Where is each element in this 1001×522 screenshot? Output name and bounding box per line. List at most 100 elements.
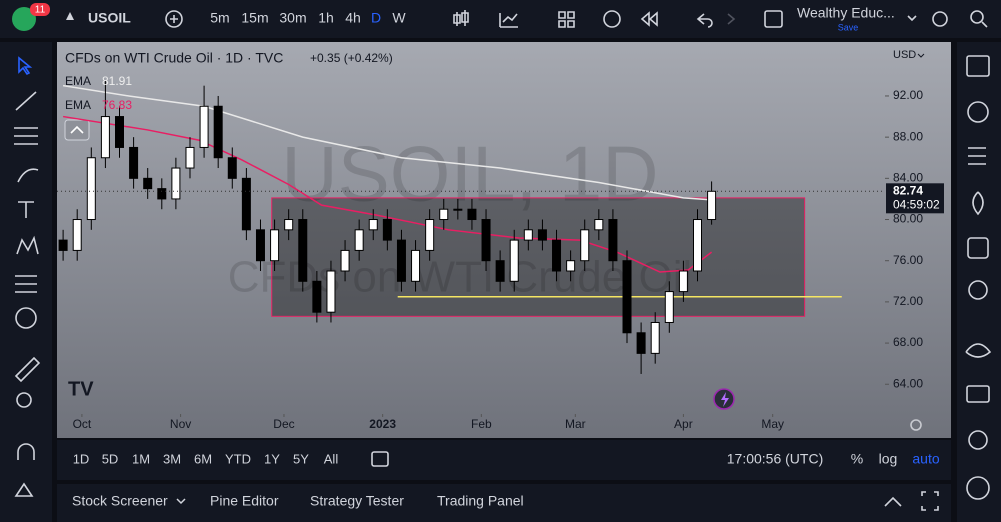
- scale-option[interactable]: log: [879, 451, 898, 467]
- calendar-icon[interactable]: [967, 237, 989, 259]
- left-toolbar: [0, 42, 52, 522]
- axis-settings[interactable]: [910, 419, 922, 431]
- zoom-tool[interactable]: [16, 392, 32, 408]
- trend-line-tool[interactable]: [15, 91, 37, 111]
- hotlist-icon[interactable]: [972, 191, 984, 216]
- interval[interactable]: 4h: [345, 10, 361, 26]
- candle-body: [650, 321, 660, 354]
- indicators-icon[interactable]: [499, 13, 518, 28]
- layout-icon[interactable]: [764, 10, 783, 28]
- clock[interactable]: 17:00:56 (UTC): [727, 451, 823, 467]
- interval[interactable]: 30m: [279, 10, 306, 26]
- range[interactable]: 5D: [102, 451, 119, 466]
- candle-body: [425, 219, 435, 251]
- range[interactable]: 5Y: [293, 451, 309, 466]
- candle-body: [129, 146, 139, 179]
- x-tick-label: 2023: [369, 417, 396, 431]
- interval[interactable]: 5m: [210, 10, 229, 26]
- lock-tool[interactable]: [14, 482, 34, 497]
- x-tick-label: Mar: [565, 417, 586, 431]
- save[interactable]: Save: [838, 22, 859, 32]
- watermark: USOIL, 1D: [281, 130, 658, 218]
- emoji-tool[interactable]: [15, 307, 37, 329]
- gear-icon[interactable]: [932, 11, 948, 27]
- add-symbol-icon[interactable]: [165, 10, 183, 28]
- candle-body: [171, 167, 181, 200]
- streams-icon[interactable]: [965, 343, 992, 358]
- collapse-icon[interactable]: [884, 496, 902, 507]
- layout-name[interactable]: Wealthy Educ...: [797, 5, 895, 21]
- x-tick-label: Oct: [73, 417, 92, 431]
- avatar[interactable]: [12, 7, 36, 31]
- x-tick-label: Nov: [170, 417, 191, 431]
- chart-type-icon[interactable]: [453, 10, 469, 26]
- alert-icon[interactable]: [603, 10, 621, 28]
- drop-icon: [66, 12, 74, 20]
- watchlist-icon[interactable]: [966, 55, 990, 77]
- range[interactable]: 3M: [163, 451, 181, 466]
- date-range-icon[interactable]: [371, 451, 389, 467]
- chats-icon[interactable]: [966, 385, 990, 403]
- range[interactable]: All: [324, 451, 339, 466]
- search-icon[interactable]: [970, 10, 984, 24]
- panel-tab[interactable]: Strategy Tester: [310, 493, 404, 509]
- scale-option[interactable]: auto: [912, 451, 939, 467]
- plot: [57, 80, 885, 374]
- interval[interactable]: D: [371, 10, 381, 26]
- range[interactable]: 1D: [73, 451, 90, 466]
- legend-change: +0.35 (+0.42%): [310, 51, 393, 65]
- interval[interactable]: 1h: [318, 10, 334, 26]
- range[interactable]: 1M: [132, 451, 150, 466]
- measure-tool[interactable]: [14, 356, 41, 383]
- help-icon[interactable]: [966, 476, 990, 500]
- panel-tab[interactable]: Pine Editor: [210, 493, 279, 509]
- notifications-icon[interactable]: [968, 430, 988, 450]
- interval[interactable]: 15m: [241, 10, 268, 26]
- brush-tool[interactable]: [17, 168, 39, 183]
- candle-body: [298, 219, 308, 282]
- prediction-tool[interactable]: [15, 275, 37, 293]
- collapse-legend[interactable]: [64, 119, 90, 141]
- symbol[interactable]: USOIL: [88, 10, 131, 26]
- cursor-tool[interactable]: [18, 56, 33, 76]
- interval[interactable]: W: [392, 10, 406, 26]
- candle-body: [453, 208, 463, 211]
- scale-option[interactable]: %: [851, 451, 863, 467]
- currency[interactable]: USD: [893, 49, 916, 61]
- candle-body: [411, 249, 421, 282]
- alerts-icon[interactable]: [967, 101, 989, 123]
- candle-body: [523, 229, 533, 241]
- x-tick-label: May: [761, 417, 784, 431]
- fib-tool[interactable]: [14, 127, 38, 145]
- candle-body: [72, 219, 82, 251]
- candle-body: [622, 260, 632, 334]
- ideas-icon[interactable]: [968, 280, 988, 300]
- overlay: 11 USOIL 5m 15m 30m 1h 4h D W Wealthy Educ...Save…: [35, 5, 944, 509]
- drawing-tools: [14, 56, 41, 497]
- ema-line: [62, 84, 712, 201]
- panel-tabs: [57, 484, 951, 522]
- range[interactable]: 6M: [194, 451, 212, 466]
- candle-body: [340, 249, 350, 272]
- maximize-icon[interactable]: [921, 491, 939, 511]
- candle-body: [143, 177, 153, 190]
- range[interactable]: YTD: [225, 451, 251, 466]
- widgets: [965, 55, 992, 500]
- range[interactable]: 1Y: [264, 451, 280, 466]
- pattern-tool[interactable]: [16, 235, 39, 255]
- candle-body: [467, 208, 477, 221]
- text-tool[interactable]: [18, 201, 34, 218]
- magnet-tool[interactable]: [17, 443, 35, 460]
- templates-icon[interactable]: [558, 11, 575, 28]
- candle-body: [693, 219, 703, 272]
- panel-tab[interactable]: Stock Screener: [72, 493, 168, 509]
- redo-icon[interactable]: [727, 13, 736, 25]
- data-window-icon[interactable]: [968, 147, 986, 165]
- candle-body: [368, 219, 378, 231]
- candle-body: [537, 229, 547, 241]
- undo-icon[interactable]: [696, 13, 713, 28]
- replay-icon[interactable]: [640, 11, 658, 27]
- panel-tab[interactable]: Trading Panel: [437, 493, 524, 509]
- y-tick-label: 84.00: [893, 171, 923, 185]
- candle-body: [185, 146, 195, 169]
